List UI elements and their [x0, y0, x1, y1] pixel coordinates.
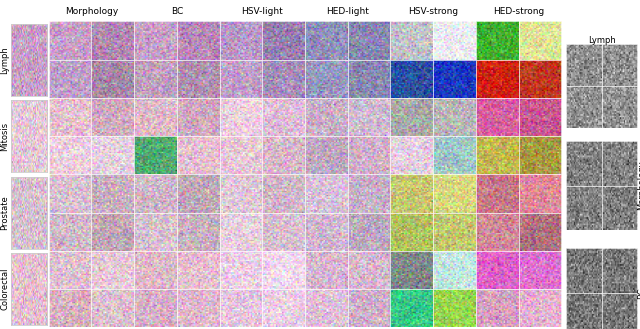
Text: Morphology: Morphology — [637, 161, 640, 211]
Text: HSV-light: HSV-light — [241, 7, 283, 16]
Text: BC: BC — [171, 7, 183, 16]
Text: Mitosis: Mitosis — [1, 121, 10, 151]
Text: Lymph: Lymph — [588, 36, 616, 45]
Text: Prostate: Prostate — [1, 195, 10, 230]
Text: Morphology: Morphology — [65, 7, 118, 16]
Text: Colorectal: Colorectal — [1, 268, 10, 310]
Text: Lymph: Lymph — [1, 46, 10, 73]
Text: HED-strong: HED-strong — [493, 7, 544, 16]
Text: HSV-strong: HSV-strong — [408, 7, 458, 16]
Text: BC: BC — [637, 287, 640, 298]
Text: HED-light: HED-light — [326, 7, 369, 16]
